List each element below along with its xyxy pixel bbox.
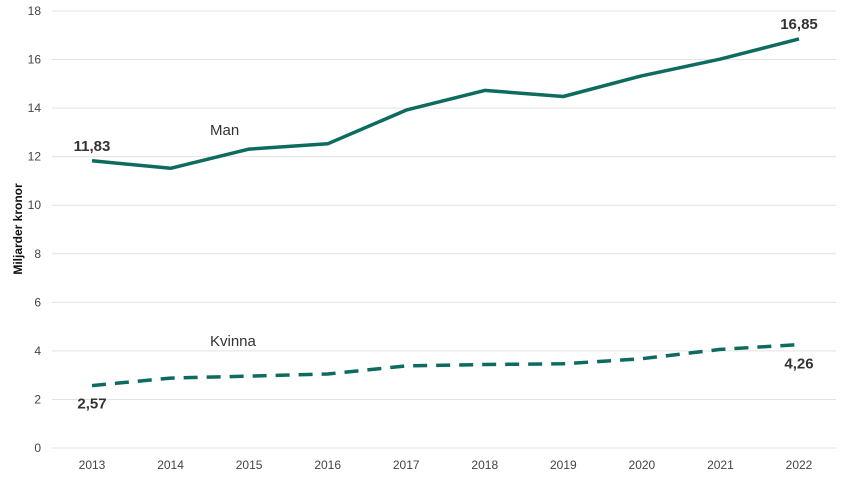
x-axis-ticks: 2013 2014 2015 2016 2017 2018 2019 2020 2021 2022 xyxy=(79,458,813,472)
series-name-label: Kvinna xyxy=(210,333,257,350)
x-tick-label: 2017 xyxy=(393,458,420,472)
y-tick-label: 16 xyxy=(28,53,42,67)
y-axis-label: Miljarder kronor xyxy=(11,183,25,275)
series-name-label: Man xyxy=(210,122,239,139)
y-axis-ticks: 0 2 4 6 8 10 12 14 16 18 xyxy=(28,4,42,455)
series-lines xyxy=(91,37,800,388)
y-tick-label: 2 xyxy=(34,392,41,406)
x-tick-label: 2021 xyxy=(707,458,734,472)
y-tick-label: 6 xyxy=(34,295,41,309)
y-tick-label: 10 xyxy=(28,198,42,212)
data-label-end: 4,26 xyxy=(784,356,813,373)
y-tick-label: 4 xyxy=(34,344,41,358)
series-line-man xyxy=(91,37,800,171)
data-label-start: 11,83 xyxy=(74,138,111,155)
y-tick-label: 14 xyxy=(28,101,42,115)
x-tick-label: 2015 xyxy=(236,458,263,472)
x-tick-label: 2016 xyxy=(314,458,341,472)
x-tick-label: 2020 xyxy=(629,458,656,472)
x-tick-label: 2022 xyxy=(786,458,813,472)
x-tick-label: 2019 xyxy=(550,458,577,472)
annotations: Man 11,83 16,85 Kvinna 2,57 4,26 xyxy=(74,16,818,413)
x-tick-label: 2013 xyxy=(79,458,106,472)
y-tick-label: 18 xyxy=(28,4,42,18)
data-label-end: 16,85 xyxy=(780,16,818,33)
data-label-start: 2,57 xyxy=(77,396,106,413)
gridlines xyxy=(52,10,836,449)
series-line-kvinna xyxy=(91,342,800,388)
y-tick-label: 12 xyxy=(28,150,42,164)
y-tick-label: 0 xyxy=(34,441,41,455)
x-tick-label: 2014 xyxy=(157,458,184,472)
y-tick-label: 8 xyxy=(34,247,41,261)
x-tick-label: 2018 xyxy=(471,458,498,472)
